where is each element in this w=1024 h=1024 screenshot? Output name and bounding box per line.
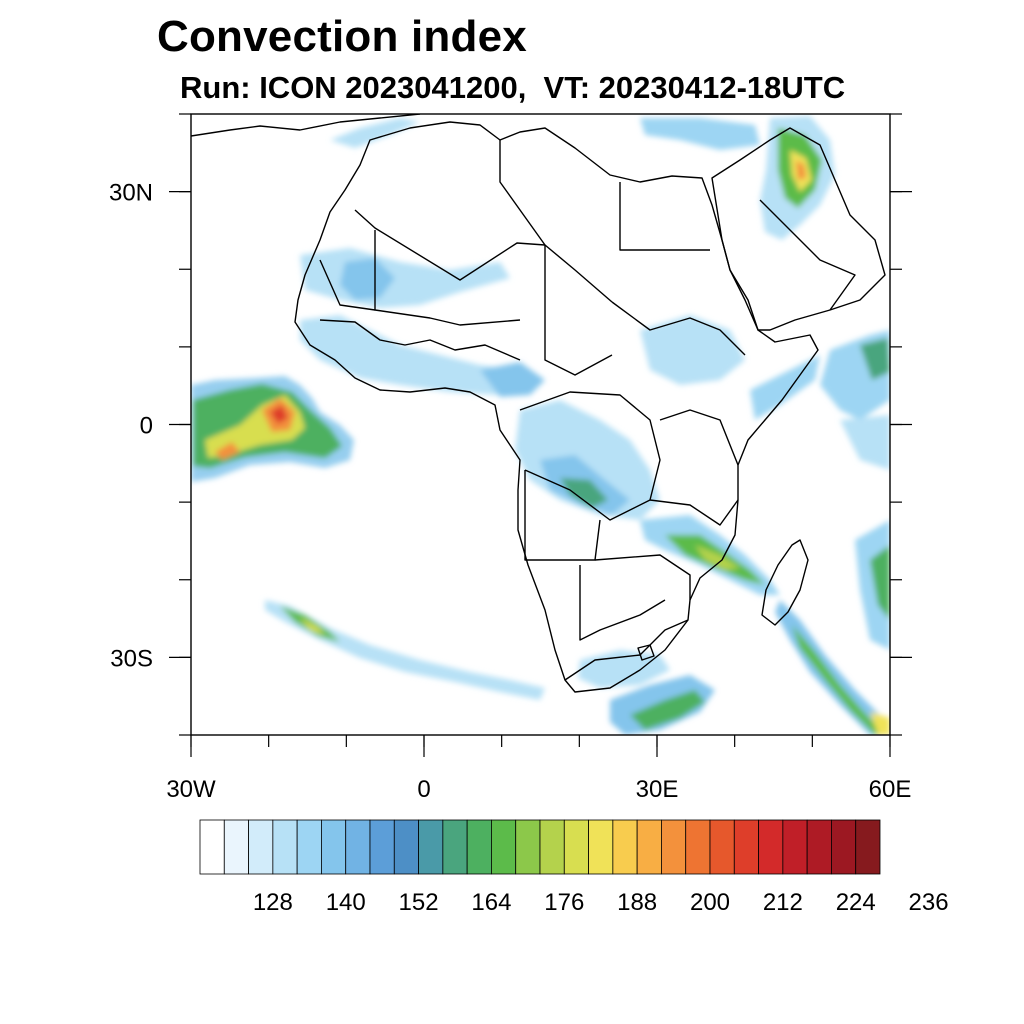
colorbar-swatch [393,819,419,875]
colorbar-swatch [612,819,638,875]
colorbar-swatch [442,819,468,875]
colorbar-swatch [806,819,832,875]
colorbar-swatch [831,819,857,875]
colorbar-swatch [758,819,784,875]
convection-field [191,116,890,735]
colorbar-tick-label: 128 [253,889,293,916]
colorbar-swatch [733,819,759,875]
colorbar-swatch [418,819,444,875]
colorbar-tick-label: 164 [471,889,511,916]
colorbar-tick-label: 224 [836,889,876,916]
field-south-africa-ocean-mid [630,690,705,730]
field-south-africa-land [578,650,670,688]
colorbar-swatch [563,819,589,875]
map-title: Convection index [157,12,527,61]
lat-tick-label: 30S [110,645,153,672]
field-mozambique-inner [695,545,740,570]
field-congo-green [560,478,608,508]
border-sahara [354,209,613,303]
field-somalia-green [860,338,890,380]
lon-tick-label: 0 [417,776,430,803]
field-nigeria [480,362,545,397]
lon-tick-label: 30W [166,776,216,803]
coastlines-and-borders [191,114,886,693]
field-south-atlantic-band-core [300,618,325,635]
colorbar-swatch [272,819,298,875]
border-libya-chad [499,140,546,246]
axis-ticks: 30N 0 30S 30W 0 30E 60E [109,113,912,803]
colorbar-tick-label: 140 [326,889,366,916]
border-ethiopia [611,301,746,356]
field-indian-south-green [870,545,890,620]
colorbar-tick-label: 152 [399,889,439,916]
arabia-coastline [711,127,886,331]
colorbar-swatch [855,819,881,875]
colorbar-swatch [709,819,735,875]
field-indian-east [840,415,890,470]
border-west-africa [319,319,521,361]
colorbar-swatch [685,819,711,875]
colorbar-tick-label: 212 [763,889,803,916]
border-egypt-sudan [619,182,710,251]
colorbar-swatch [223,819,249,875]
field-sw-indian-band [775,600,890,735]
field-east-coast [750,355,820,420]
field-guinea-coast [300,315,540,395]
border-mali [319,259,376,311]
colorbar-swatch [199,819,225,875]
colorbar-tick-label: 188 [617,889,657,916]
field-horn [640,315,745,385]
field-arabia-north [640,118,760,150]
colorbar-tick-label: 200 [690,889,730,916]
colorbar-tick-label: 236 [909,889,949,916]
colorbar-swatch [369,819,395,875]
field-sw-indian-band-mid [792,625,885,735]
field-sw-indian-band-core [870,712,890,735]
border-east [659,409,739,466]
colorbar-tick-label: 176 [544,889,584,916]
border-tanzania [649,499,739,526]
border-zambia-zimbabwe [594,554,691,600]
border-algeria-niger [374,230,521,326]
colorbar-swatch [782,819,808,875]
colorbar-swatch [588,819,614,875]
colorbar-swatch [491,819,517,875]
madagascar-coastline [761,539,809,626]
lon-tick-label: 30E [636,776,679,803]
mediterranean-north-coast [191,114,421,137]
field-sahel-west-mid [340,258,395,300]
colorbar-swatch [248,819,274,875]
border-angola [524,470,601,561]
border-arabia [759,199,856,311]
colorbar-swatch [539,819,565,875]
lon-tick-label: 60E [869,776,912,803]
field-atlantic-peak [270,405,288,424]
colorbar-swatch [636,819,662,875]
colorbar-swatch [296,819,322,875]
colorbar-swatch [515,819,541,875]
lat-tick-label: 0 [140,413,153,440]
border-lesotho [637,644,655,661]
border-drc [519,391,661,521]
map-subtitle: Run: ICON 2023041200, VT: 20230412-18UTC [180,70,846,105]
field-redsea-core [796,160,806,180]
lat-tick-label: 30N [109,180,153,207]
border-chad-sudan [544,245,613,376]
field-sahel-west [300,248,510,308]
colorbar-swatch [466,819,492,875]
colorbar-swatch [661,819,687,875]
colorbar: 128 140 152 164 176 188 200 212 224 236 [199,819,949,916]
border-namibia-botswana [579,565,666,641]
colorbar-swatch [345,819,371,875]
colorbar-swatch [321,819,347,875]
field-south-atlantic-band [265,600,545,700]
field-mediterranean [330,118,420,148]
